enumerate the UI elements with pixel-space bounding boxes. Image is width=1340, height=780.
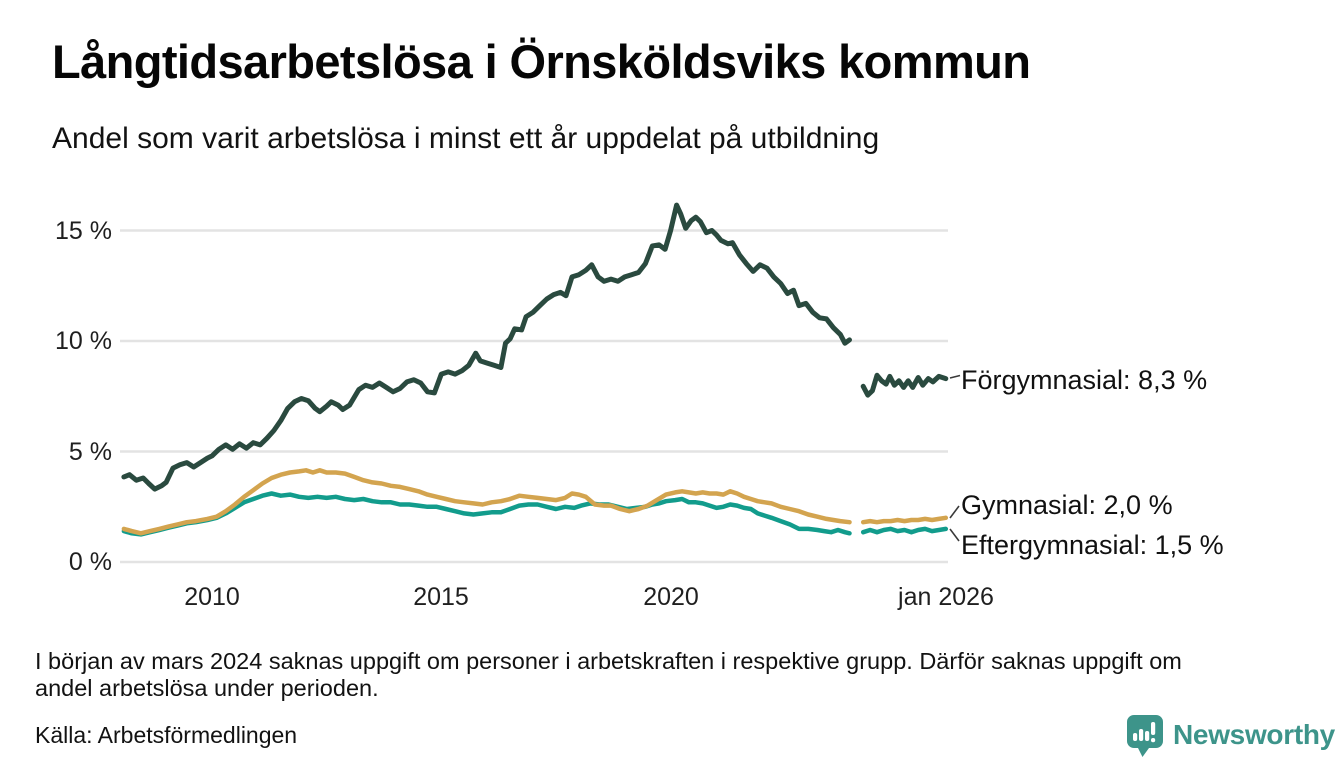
newsworthy-logo: Newsworthy bbox=[1126, 714, 1335, 758]
series-label-gymnasial: Gymnasial: 2,0 % bbox=[961, 490, 1173, 520]
label-connector-gymnasial bbox=[949, 505, 960, 519]
x-tick-label-jan-2026: jan 2026 bbox=[898, 583, 994, 611]
x-tick-label-2010: 2010 bbox=[184, 583, 240, 611]
series-label-eftergymnasial: Eftergymnasial: 1,5 % bbox=[961, 530, 1224, 560]
footnote: I början av mars 2024 saknas uppgift om … bbox=[35, 648, 1315, 702]
series-line-förgymnasial-seg2 bbox=[860, 372, 949, 398]
source-note: Källa: Arbetsförmedlingen bbox=[35, 722, 298, 748]
x-tick-label-2020: 2020 bbox=[643, 583, 699, 611]
footnote-line-2: andel arbetslösa under perioden. bbox=[35, 675, 379, 701]
series-line-förgymnasial-seg1 bbox=[121, 202, 852, 492]
newsworthy-wordmark: Newsworthy bbox=[1173, 719, 1335, 750]
page-subtitle: Andel som varit arbetslösa i minst ett å… bbox=[52, 122, 880, 155]
label-connector-förgymnasial bbox=[949, 374, 961, 379]
series-line-eftergymnasial-seg2 bbox=[860, 526, 949, 535]
footnote-line-1: I början av mars 2024 saknas uppgift om … bbox=[35, 648, 1182, 674]
series-line-eftergymnasial-seg1 bbox=[121, 491, 852, 537]
y-tick-label-10: 10 % bbox=[55, 327, 112, 355]
y-tick-label-15: 15 % bbox=[55, 216, 112, 245]
series-line-gymnasial-seg1 bbox=[121, 468, 852, 536]
y-tick-label-0: 0 % bbox=[68, 548, 112, 576]
series-label-förgymnasial: Förgymnasial: 8,3 % bbox=[961, 365, 1208, 395]
series-line-gymnasial-seg2 bbox=[860, 515, 949, 525]
y-tick-label-5: 5 % bbox=[68, 437, 112, 466]
label-connector-eftergymnasial bbox=[949, 528, 960, 542]
page-title: Långtidsarbetslösa i Örnsköldsviks kommu… bbox=[52, 35, 1031, 88]
newsworthy-pin-icon bbox=[1127, 715, 1163, 757]
x-tick-label-2015: 2015 bbox=[413, 583, 469, 611]
